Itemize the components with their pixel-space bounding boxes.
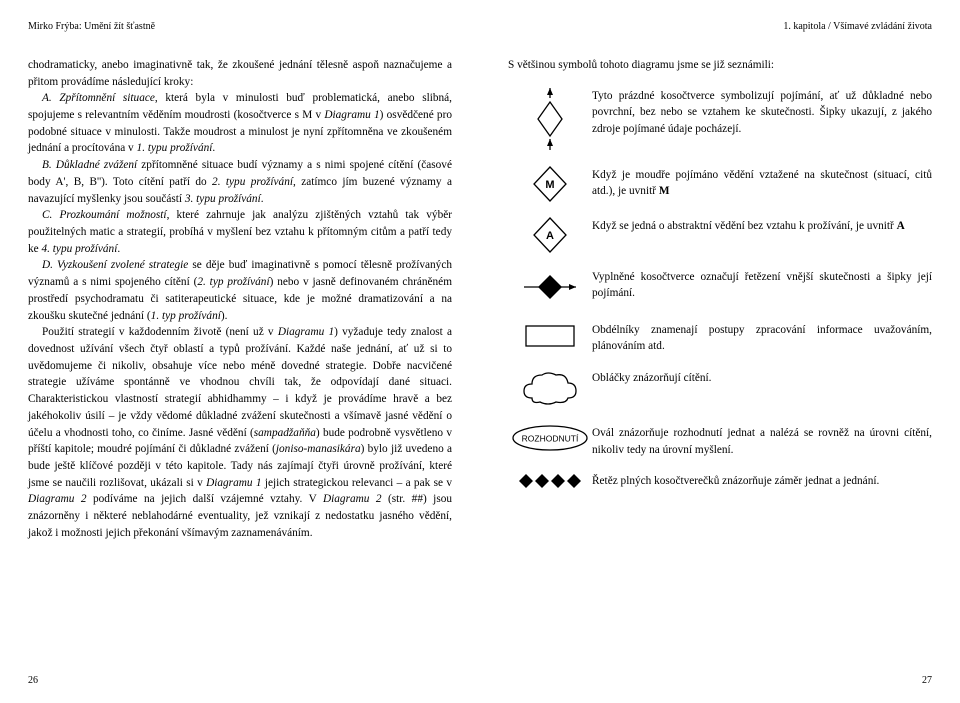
svg-text:M: M	[545, 179, 554, 191]
legend-text: Vyplněné kosočtverce označují řetězení v…	[592, 267, 932, 302]
legend-text: Ovál znázorňuje rozhodnutí jednat a nalé…	[592, 423, 932, 458]
filled-diamond-icon	[508, 267, 592, 307]
legend-text: Když je moudře pojímáno vědění vztažené …	[592, 165, 932, 200]
diamond-a-icon: A	[508, 216, 592, 254]
running-head-left: Mirko Frýba: Umění žít šťastně	[28, 20, 452, 35]
para-b: B. Důkladné zvážení zpřítomněné situace …	[28, 157, 452, 207]
svg-text:A: A	[546, 230, 554, 242]
para-c: C. Prozkoumání možností, které zahrnuje …	[28, 207, 452, 257]
diamond-chain-icon	[508, 471, 592, 491]
legend-text: Tyto prázdné kosočtverce symbolizují poj…	[592, 86, 932, 138]
svg-text:ROZHODNUTÍ: ROZHODNUTÍ	[522, 433, 579, 443]
legend-row-rectangle: Obdélníky znamenají postupy zpracování i…	[508, 320, 932, 355]
page-number-right: 27	[508, 674, 932, 689]
page-number-left: 26	[28, 674, 452, 689]
oval-decision-icon: ROZHODNUTÍ	[508, 423, 592, 453]
left-page: Mirko Frýba: Umění žít šťastně chodramat…	[0, 0, 480, 703]
para-conclusion: Použití strategií v každodenním životě (…	[28, 324, 452, 541]
empty-diamond-icon	[508, 86, 592, 152]
rectangle-icon	[508, 320, 592, 352]
legend-row-diamond-chain: Řetěz plných kosočtverečků znázorňuje zá…	[508, 471, 932, 491]
legend-row-diamond-a: A Když se jedná o abstraktní vědění bez …	[508, 216, 932, 254]
cloud-icon	[508, 368, 592, 410]
legend-row-diamond-m: M Když je moudře pojímáno vědění vztažen…	[508, 165, 932, 203]
legend-text: Řetěz plných kosočtverečků znázorňuje zá…	[592, 471, 932, 490]
right-body: S většinou symbolů tohoto diagramu jsme …	[508, 57, 932, 505]
legend-text: Obláčky znázorňují cítění.	[592, 368, 932, 387]
legend-intro: S většinou symbolů tohoto diagramu jsme …	[508, 57, 932, 74]
legend-text: Když se jedná o abstraktní vědění bez vz…	[592, 216, 932, 235]
para-d: D. Vyzkoušení zvolené strategie se děje …	[28, 257, 452, 324]
legend-row-oval: ROZHODNUTÍ Ovál znázorňuje rozhodnutí je…	[508, 423, 932, 458]
legend-row-cloud: Obláčky znázorňují cítění.	[508, 368, 932, 410]
legend-row-filled-diamond: Vyplněné kosočtverce označují řetězení v…	[508, 267, 932, 307]
legend-text: Obdélníky znamenají postupy zpracování i…	[592, 320, 932, 355]
right-page: 1. kapitola / Všímavé zvládání života S …	[480, 0, 960, 703]
para-intro: chodramaticky, anebo imaginativně tak, ž…	[28, 57, 452, 90]
diamond-m-icon: M	[508, 165, 592, 203]
running-head-right: 1. kapitola / Všímavé zvládání života	[508, 20, 932, 35]
left-body: chodramaticky, anebo imaginativně tak, ž…	[28, 57, 452, 542]
para-a: A. Zpřítomnění situace, která byla v min…	[28, 90, 452, 157]
legend-row-empty-diamond: Tyto prázdné kosočtverce symbolizují poj…	[508, 86, 932, 152]
